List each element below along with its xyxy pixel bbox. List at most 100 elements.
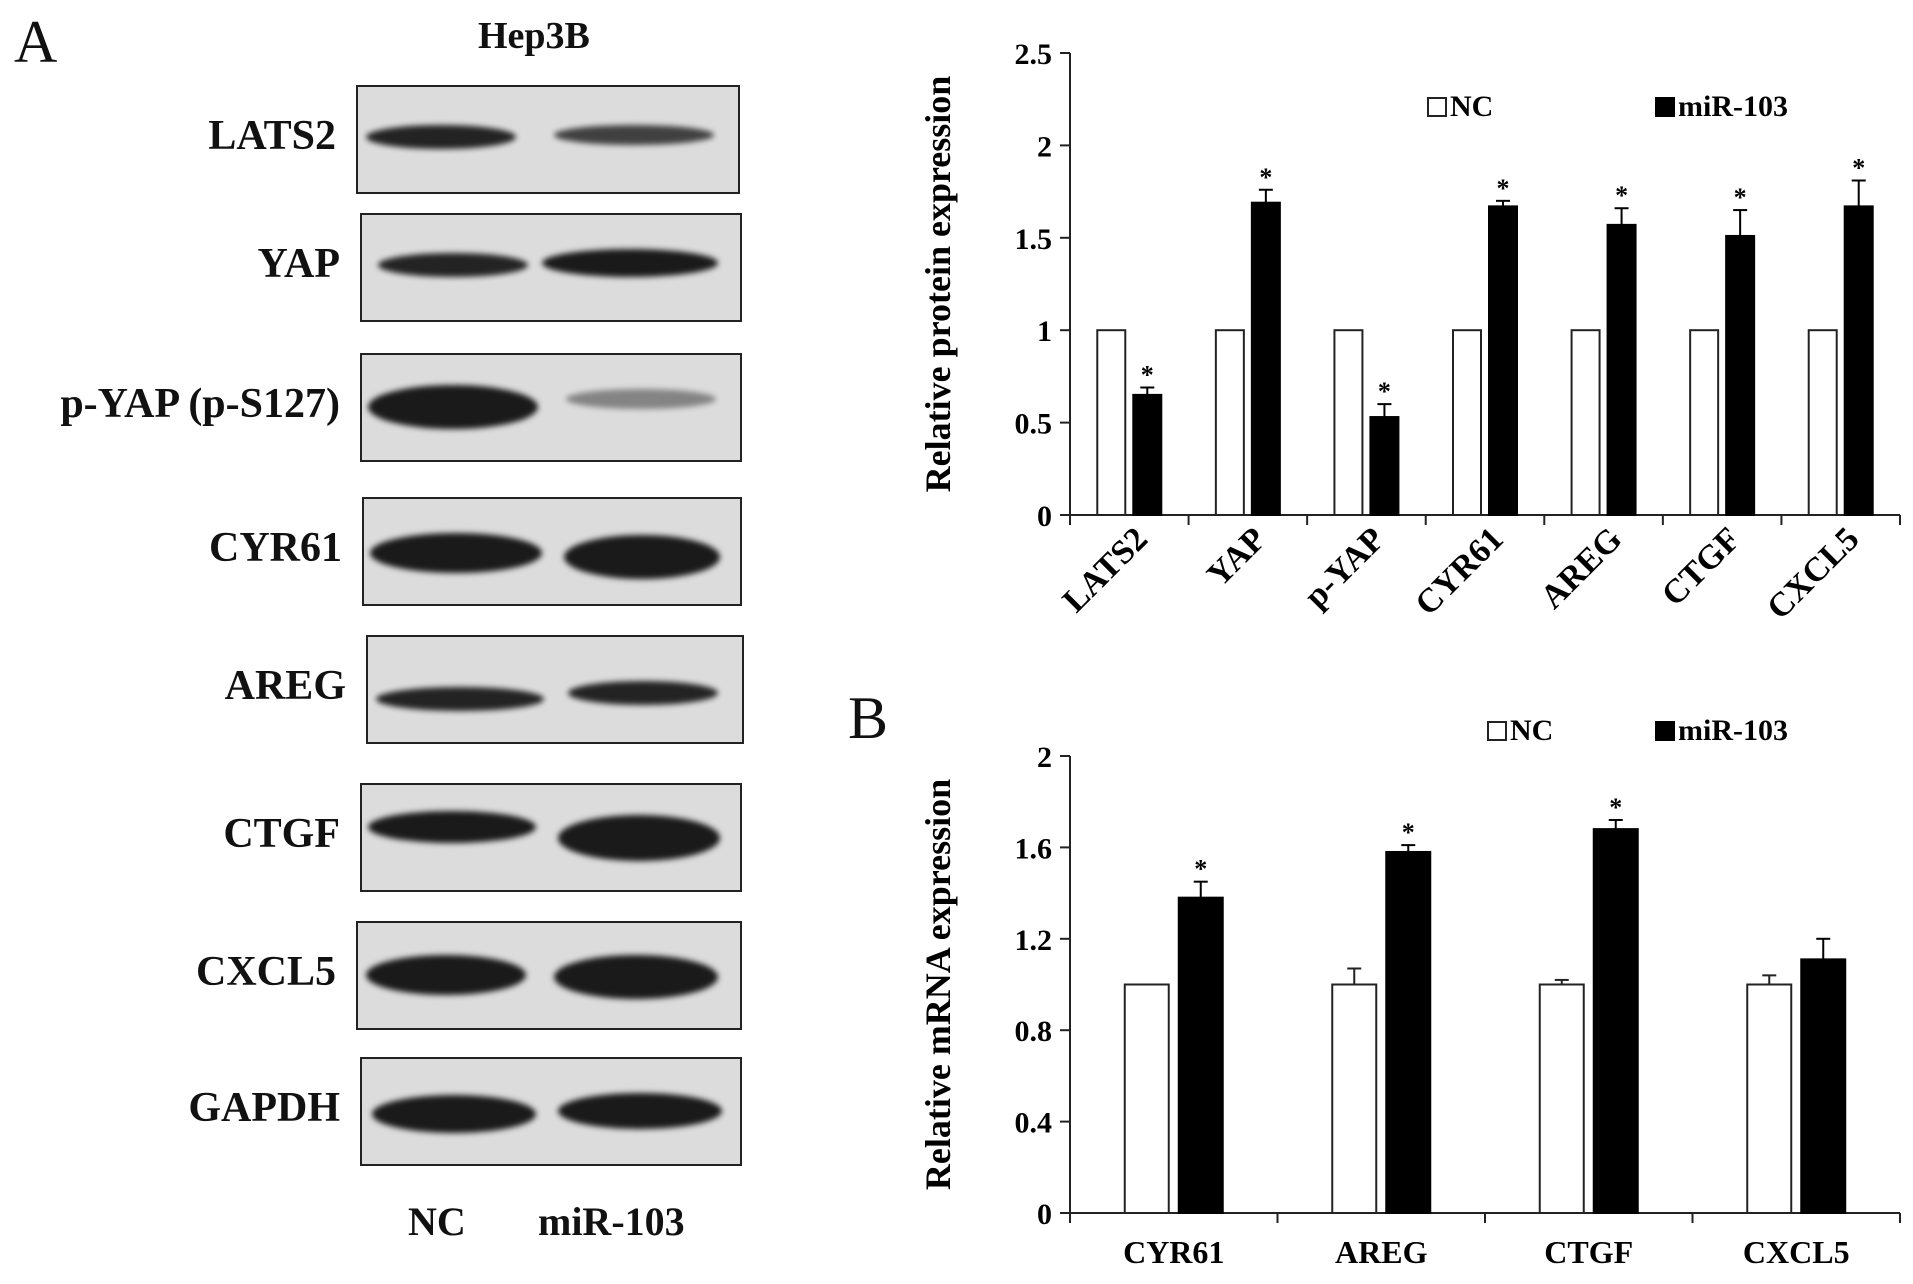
blot-band	[542, 249, 718, 277]
cell-line-title: Hep3B	[478, 15, 590, 57]
significance-mark: *	[1497, 174, 1510, 203]
blot-image	[356, 921, 742, 1030]
blot-band	[566, 389, 716, 409]
blot-image	[360, 1057, 742, 1166]
bar-mir103	[1132, 393, 1163, 517]
bar-nc	[1538, 983, 1585, 1214]
significance-mark: *	[1852, 154, 1865, 183]
significance-mark: *	[1615, 181, 1628, 210]
y-tick-label: 1.2	[1015, 924, 1053, 957]
x-tick-label: CTGF	[1655, 520, 1748, 613]
blot-image	[360, 353, 742, 462]
legend-label-mir103: miR-103	[1678, 90, 1788, 123]
blot-label: LATS2	[208, 112, 336, 159]
bar-nc	[1746, 983, 1793, 1214]
lane-label-mir103: miR-103	[538, 1199, 685, 1244]
x-tick-label: CXCL5	[1760, 520, 1866, 626]
x-tick-label: AREG	[1534, 520, 1630, 616]
blot-band	[376, 687, 544, 711]
bar-mir103	[1592, 828, 1639, 1214]
blot-label: YAP	[257, 240, 340, 287]
blot-image	[356, 85, 740, 194]
bar-nc	[1333, 329, 1364, 517]
blot-label: p-YAP (p-S127)	[60, 380, 340, 427]
y-tick-label: 0.4	[1015, 1107, 1053, 1140]
y-tick-label: 2	[1037, 130, 1052, 163]
x-tick-label: CXCL5	[1743, 1234, 1850, 1270]
legend-swatch-mir103	[1655, 97, 1675, 117]
legend-swatch-nc	[1487, 721, 1507, 741]
legend-label-nc: NC	[1450, 90, 1493, 123]
blot-label: CYR61	[209, 524, 342, 571]
x-tick-label: AREG	[1335, 1234, 1428, 1270]
bar-mir103	[1800, 958, 1847, 1214]
panel-a-letter: A	[14, 9, 58, 75]
blot-label: CXCL5	[195, 948, 336, 995]
bar-nc	[1570, 329, 1601, 517]
blot-band	[554, 125, 714, 145]
significance-mark: *	[1259, 163, 1272, 192]
blot-band	[368, 811, 536, 843]
blot-image	[362, 497, 742, 606]
y-tick-label: 1.6	[1015, 832, 1053, 865]
bar-nc	[1331, 983, 1378, 1214]
legend-label-mir103: miR-103	[1678, 714, 1788, 747]
y-tick-label: 0.5	[1015, 408, 1053, 441]
x-tick-label: CTGF	[1544, 1234, 1633, 1270]
x-tick-label: YAP	[1200, 520, 1273, 593]
x-tick-label: LATS2	[1056, 520, 1155, 619]
legend-label-nc: NC	[1510, 714, 1553, 747]
y-tick-label: 0.8	[1015, 1015, 1053, 1048]
x-tick-label: p-YAP	[1297, 520, 1392, 615]
significance-mark: *	[1609, 793, 1622, 822]
blot-image	[366, 635, 744, 744]
y-tick-label: 2.5	[1015, 38, 1053, 71]
blot-image	[360, 213, 742, 322]
blot-band	[370, 533, 542, 573]
panel-b-letter: B	[848, 685, 889, 751]
significance-mark: *	[1378, 377, 1391, 406]
bar-nc	[1123, 983, 1170, 1214]
bar-mir103	[1250, 201, 1281, 517]
blot-band	[366, 125, 516, 149]
blot-band	[368, 385, 538, 429]
x-tick-label: CYR61	[1408, 520, 1510, 622]
bar-mir103	[1369, 416, 1400, 516]
blot-band	[558, 1093, 722, 1129]
bar-mir103	[1725, 234, 1756, 516]
lane-label-nc: NC	[408, 1199, 466, 1244]
bar-mir103	[1606, 223, 1637, 516]
legend-swatch-nc	[1427, 97, 1447, 117]
blot-band	[568, 681, 718, 705]
blot-label: GAPDH	[188, 1084, 340, 1131]
y-tick-label: 0	[1037, 500, 1052, 533]
bar-nc	[1807, 329, 1838, 517]
blot-band	[378, 253, 528, 277]
significance-mark: *	[1194, 855, 1207, 884]
bar-nc	[1689, 329, 1720, 517]
bar-nc	[1096, 329, 1127, 517]
y-tick-label: 0	[1037, 1198, 1052, 1231]
bar-mir103	[1843, 205, 1874, 516]
bar-nc	[1452, 329, 1482, 517]
blot-band	[564, 535, 720, 579]
bar-mir103	[1177, 896, 1224, 1214]
y-tick-label: 1.5	[1015, 223, 1053, 256]
blot-band	[558, 815, 720, 861]
bar-nc	[1214, 329, 1245, 517]
significance-mark: *	[1734, 183, 1747, 212]
significance-mark: *	[1141, 360, 1154, 389]
significance-mark: *	[1402, 818, 1415, 847]
y-axis-label: Relative protein expression	[918, 76, 958, 493]
blot-label: AREG	[224, 662, 346, 709]
mrna-expression-chart: 0 0.4 0.8 1.2 1.6 2 Relative mRNA expression * C…	[918, 714, 1901, 1270]
bar-mir103	[1385, 850, 1432, 1214]
bar-mir103	[1488, 205, 1518, 516]
protein-expression-chart: 0 0.5 1 1.5 2 2.5 Relative protein expression *…	[918, 38, 1901, 627]
y-axis-label: Relative mRNA expression	[918, 779, 958, 1190]
blot-image	[360, 783, 742, 892]
blot-label: CTGF	[223, 810, 340, 857]
y-tick-label: 2	[1037, 741, 1052, 774]
y-tick-label: 1	[1037, 315, 1052, 348]
blot-band	[366, 955, 526, 995]
